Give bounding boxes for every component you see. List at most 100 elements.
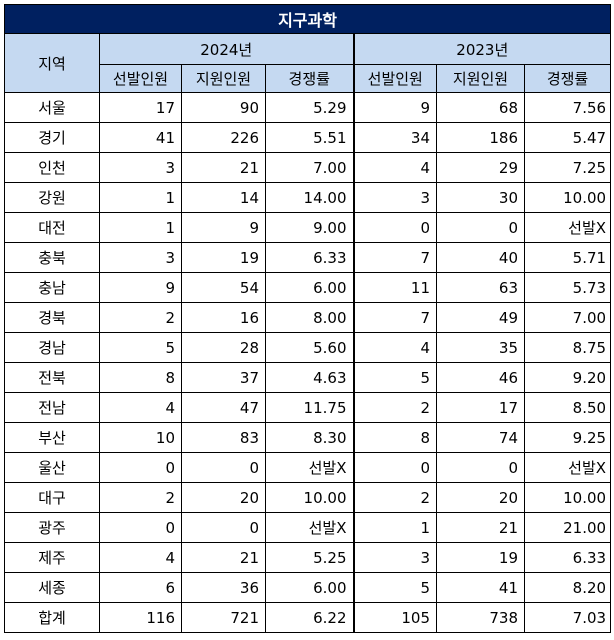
ratio-2024-cell: 5.60 (265, 332, 354, 363)
ratio-2023-cell: 8.20 (523, 572, 612, 603)
ratio-2024-cell: 선발X (265, 452, 354, 483)
ratio-2024-cell: 선발X (265, 512, 354, 543)
region-cell: 충남 (4, 272, 100, 303)
selected-2023-cell: 2 (352, 392, 437, 423)
ratio-2023-cell: 8.75 (523, 332, 612, 363)
applicants-2024-cell: 83 (181, 422, 266, 453)
region-cell: 충북 (4, 242, 100, 273)
region-cell: 강원 (4, 182, 100, 213)
applicants-2024-cell: 226 (181, 122, 266, 153)
ratio-2023-cell: 9.20 (523, 362, 612, 393)
region-cell: 전남 (4, 392, 100, 423)
applicants-2023-cell: 63 (436, 272, 525, 303)
region-header: 지역 (4, 33, 100, 93)
applicants-2024-cell: 19 (181, 242, 266, 273)
selected-2024-cell: 17 (99, 92, 182, 123)
ratio-2023-cell: 7.03 (523, 602, 612, 633)
selected-2024-cell: 41 (99, 122, 182, 153)
selected-2024-cell: 0 (99, 452, 182, 483)
table-title: 지구과학 (3, 4, 612, 34)
applicants-2024-cell: 90 (181, 92, 266, 123)
selected-2023-cell: 7 (352, 242, 437, 273)
ratio-2024-cell: 9.00 (265, 212, 354, 243)
selected-2024-cell: 5 (99, 332, 182, 363)
selected-2023-cell: 4 (352, 332, 437, 363)
applicants-2023-cell: 19 (436, 542, 525, 573)
ratio-2023-cell: 8.50 (523, 392, 612, 423)
applicants-2024-cell: 0 (181, 512, 266, 543)
region-cell: 경남 (4, 332, 100, 363)
table-row: 경북 2 16 8.00 7 49 7.00 (4, 302, 612, 333)
competition-table: 지구과학 지역 2024년 2023년 선발인원 지원인원 경쟁률 선발인원 지… (3, 4, 612, 633)
selected-2023-cell: 0 (352, 452, 437, 483)
selected-2023-cell: 3 (352, 542, 437, 573)
region-cell: 제주 (4, 542, 100, 573)
applicants-2024-cell: 21 (181, 152, 266, 183)
applicants-2023-cell: 0 (436, 212, 525, 243)
region-cell: 울산 (4, 452, 100, 483)
ratio-2023-cell: 6.33 (523, 542, 612, 573)
region-cell: 합계 (4, 602, 100, 633)
applicants-2023-cell: 21 (436, 512, 525, 543)
ratio-2024-cell: 6.00 (265, 572, 354, 603)
ratio-2023-cell: 10.00 (523, 482, 612, 513)
ratio-2023-cell: 선발X (523, 452, 612, 483)
ratio-2023-cell: 21.00 (523, 512, 612, 543)
ratio-2023-cell: 7.56 (523, 92, 612, 123)
ratio-2024-cell: 8.30 (265, 422, 354, 453)
table-row: 울산 0 0 선발X 0 0 선발X (4, 452, 612, 483)
table-row: 강원 1 14 14.00 3 30 10.00 (4, 182, 612, 213)
selected-2024-cell: 8 (99, 362, 182, 393)
applicants-2024-cell: 14 (181, 182, 266, 213)
selected-2023-cell: 3 (352, 182, 437, 213)
year-2023-header: 2023년 (352, 33, 612, 65)
selected-2023-cell: 5 (352, 362, 437, 393)
region-cell: 전북 (4, 362, 100, 393)
applicants-2023-cell: 29 (436, 152, 525, 183)
ratio-2023-cell: 5.73 (523, 272, 612, 303)
table-row: 부산 10 83 8.30 8 74 9.25 (4, 422, 612, 453)
table-row: 서울 17 90 5.29 9 68 7.56 (4, 92, 612, 123)
table-row: 광주 0 0 선발X 1 21 21.00 (4, 512, 612, 543)
ratio-2024-cell: 14.00 (265, 182, 354, 213)
region-cell: 광주 (4, 512, 100, 543)
applicants-2023-cell: 738 (436, 602, 525, 633)
table-row: 충북 3 19 6.33 7 40 5.71 (4, 242, 612, 273)
col-ratio-2024: 경쟁률 (265, 64, 354, 93)
ratio-2024-cell: 6.00 (265, 272, 354, 303)
table-row: 인천 3 21 7.00 4 29 7.25 (4, 152, 612, 183)
selected-2023-cell: 8 (352, 422, 437, 453)
selected-2024-cell: 3 (99, 242, 182, 273)
applicants-2023-cell: 49 (436, 302, 525, 333)
ratio-2024-cell: 6.22 (265, 602, 354, 633)
applicants-2023-cell: 30 (436, 182, 525, 213)
region-cell: 경기 (4, 122, 100, 153)
ratio-2024-cell: 6.33 (265, 242, 354, 273)
table-row: 경기 41 226 5.51 34 186 5.47 (4, 122, 612, 153)
applicants-2024-cell: 20 (181, 482, 266, 513)
selected-2023-cell: 4 (352, 152, 437, 183)
table-row: 세종 6 36 6.00 5 41 8.20 (4, 572, 612, 603)
table-row: 충남 9 54 6.00 11 63 5.73 (4, 272, 612, 303)
applicants-2023-cell: 74 (436, 422, 525, 453)
applicants-2023-cell: 41 (436, 572, 525, 603)
ratio-2024-cell: 5.25 (265, 542, 354, 573)
region-cell: 서울 (4, 92, 100, 123)
selected-2024-cell: 2 (99, 482, 182, 513)
ratio-2023-cell: 9.25 (523, 422, 612, 453)
ratio-2023-cell: 10.00 (523, 182, 612, 213)
applicants-2023-cell: 17 (436, 392, 525, 423)
applicants-2024-cell: 37 (181, 362, 266, 393)
table-row: 경남 5 28 5.60 4 35 8.75 (4, 332, 612, 363)
ratio-2023-cell: 5.71 (523, 242, 612, 273)
table-row: 합계 116 721 6.22 105 738 7.03 (4, 602, 612, 633)
ratio-2024-cell: 11.75 (265, 392, 354, 423)
applicants-2024-cell: 16 (181, 302, 266, 333)
applicants-2024-cell: 47 (181, 392, 266, 423)
region-cell: 세종 (4, 572, 100, 603)
table-row: 전북 8 37 4.63 5 46 9.20 (4, 362, 612, 393)
selected-2023-cell: 2 (352, 482, 437, 513)
col-applicants-2023: 지원인원 (436, 64, 525, 93)
selected-2023-cell: 1 (352, 512, 437, 543)
selected-2024-cell: 3 (99, 152, 182, 183)
